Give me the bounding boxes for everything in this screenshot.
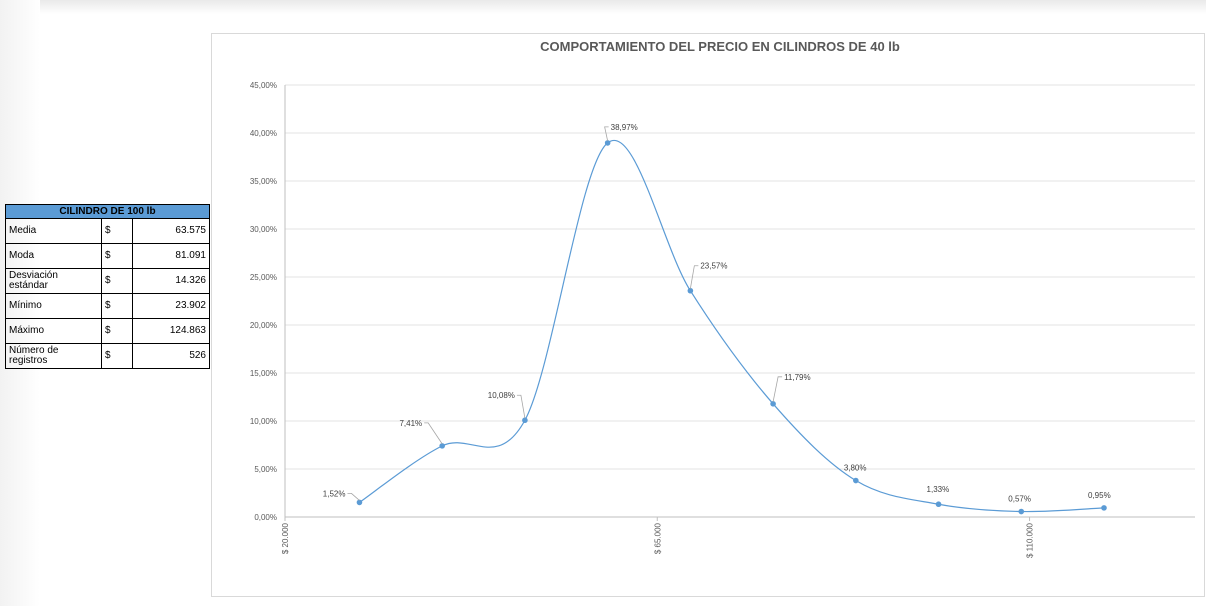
data-point xyxy=(522,417,528,424)
data-label: 0,57% xyxy=(1008,495,1031,504)
data-label: 38,97% xyxy=(611,123,638,132)
data-label: 10,08% xyxy=(488,391,515,400)
data-label: 11,79% xyxy=(784,373,811,382)
chart-title: COMPORTAMIENTO DEL PRECIO EN CILINDROS D… xyxy=(540,39,900,54)
chart-area xyxy=(211,33,1205,597)
data-points xyxy=(356,140,1107,515)
background-top-fade xyxy=(0,0,1206,14)
data-label: 23,57% xyxy=(700,262,727,271)
data-point xyxy=(935,501,942,508)
y-axis-ticks: 0,00% 5,00% 10,00% 15,00% 20,00% 25,00% 30,00%… xyxy=(250,81,277,522)
data-point xyxy=(770,401,776,407)
y-tick-label: 45,00% xyxy=(250,81,277,90)
x-tick-label: $ 110.000 xyxy=(1026,522,1035,558)
stats-table: CILINDRO DE 100 lb Media $ 63.575 Moda $… xyxy=(5,204,210,369)
data-label-leader xyxy=(424,422,443,445)
x-tick-label: $ 65.000 xyxy=(653,522,662,554)
data-point xyxy=(356,499,363,506)
y-tick-label: 30,00% xyxy=(250,225,277,234)
y-tick-label: 5,00% xyxy=(254,465,277,474)
y-tick-label: 10,00% xyxy=(250,417,277,426)
data-label: 1,33% xyxy=(927,485,950,494)
data-point xyxy=(439,443,445,449)
table-row: Máximo $ 124.863 xyxy=(5,318,210,344)
table-row: Número de registros $ 526 xyxy=(5,343,210,369)
data-label: 0,95% xyxy=(1088,491,1111,500)
stats-row-currency: $ xyxy=(101,293,133,319)
data-label-leader xyxy=(516,394,526,419)
stats-row-value: 526 xyxy=(132,343,210,369)
stats-row-label: Número de registros xyxy=(5,343,102,369)
stats-table-title: CILINDRO DE 100 lb xyxy=(5,204,210,219)
y-tick-label: 15,00% xyxy=(250,369,277,378)
x-tick-label: $ 20.000 xyxy=(281,522,290,554)
y-tick-label: 40,00% xyxy=(250,129,277,138)
data-label-leader xyxy=(772,376,783,402)
y-tick-label: 25,00% xyxy=(250,273,277,282)
table-row: Desviación estándar $ 14.326 xyxy=(5,268,210,294)
data-point xyxy=(604,140,611,146)
stats-table-header-row: CILINDRO DE 100 lb xyxy=(5,204,210,219)
data-label: 1,52% xyxy=(323,489,346,498)
x-axis-ticks: $ 20.000 $ 65.000 $ 110.000 xyxy=(281,517,1035,558)
data-label-leader xyxy=(689,265,699,289)
axes xyxy=(284,85,1195,518)
stats-row-label: Mínimo xyxy=(5,293,102,319)
data-point xyxy=(1018,508,1025,515)
stats-row-value: 23.902 xyxy=(132,293,210,319)
table-row: Mínimo $ 23.902 xyxy=(5,293,210,319)
stats-row-value: 124.863 xyxy=(132,318,210,344)
data-label-leader xyxy=(347,493,360,501)
data-labels: 1,52% 7,41% 10,08% 38,97% 23,57% 11,79% 3,80% 1… xyxy=(323,123,1111,504)
data-label: 7,41% xyxy=(399,419,422,428)
data-label: 3,80% xyxy=(844,464,867,473)
stats-row-value: 81.091 xyxy=(132,243,210,269)
data-point xyxy=(1101,505,1107,511)
table-row: Media $ 63.575 xyxy=(5,218,210,244)
data-point xyxy=(853,477,859,484)
stats-row-currency: $ xyxy=(101,268,133,294)
stats-row-currency: $ xyxy=(101,343,133,369)
data-point xyxy=(687,287,694,294)
data-label-leader xyxy=(604,126,609,141)
stats-row-value: 63.575 xyxy=(132,218,210,244)
series-line xyxy=(359,139,1105,513)
gridlines xyxy=(285,84,1195,470)
y-tick-label: 35,00% xyxy=(250,177,277,186)
y-tick-label: 0,00% xyxy=(254,513,277,522)
stats-row-label: Máximo xyxy=(5,318,102,344)
stats-row-label: Desviación estándar xyxy=(5,268,102,294)
y-tick-label: 20,00% xyxy=(250,321,277,330)
